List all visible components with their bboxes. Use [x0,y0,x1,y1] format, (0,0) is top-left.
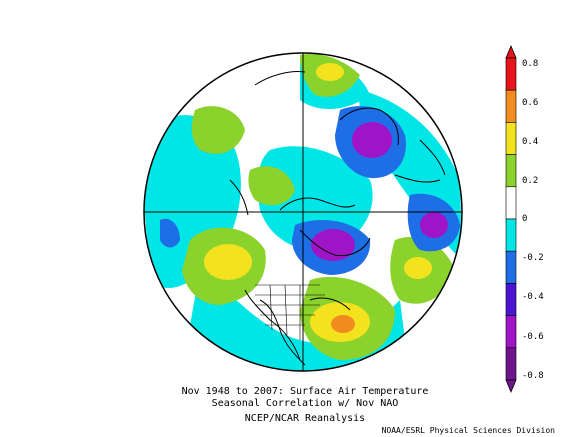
colorbar-bottom-arrow [505,379,517,394]
orange-center-atlantic [331,315,355,333]
correlation-map [144,53,462,371]
caption-line-2: Seasonal Correlation w/ Nov NAO [211,398,399,409]
purple-center-greenland [352,122,392,158]
caption-line-1: Nov 1948 to 2007: Surface Air Temperatur… [181,386,429,397]
colorbar-segment [505,57,517,91]
colorbar-segment [505,186,517,220]
purple-center-canada [311,229,355,261]
caption-line-3: NCEP/NCAR Reanalysis [244,413,366,424]
colorbar-tick-label: -0.8 [522,371,544,381]
colorbar: 0.8 0.6 0.4 0.2 0 -0.2 -0.4 -0.6 -0.8 [505,44,544,394]
colorbar-segment [505,154,517,188]
green-region-nw [191,106,245,154]
yellow-center-east [404,257,432,279]
credit-text: NOAA/ESRL Physical Sciences Division [381,426,555,435]
green-region-mid [248,166,295,206]
colorbar-segment [505,283,517,316]
purple-center-east [420,212,448,238]
yellow-center-north [316,63,344,81]
yellow-center-pacific [204,244,252,280]
colorbar-tick-label: 0.8 [522,59,538,69]
colorbar-segment [505,315,517,349]
colorbar-tick-label: 0 [522,214,527,224]
colorbar-segment [505,122,517,155]
colorbar-segment [505,250,517,284]
colorbar-tick-label: 0.4 [522,137,538,147]
colorbar-segment [505,89,517,123]
colorbar-tick-label: 0.6 [522,98,538,108]
state-lines [255,284,325,340]
colorbar-tick-label: -0.4 [522,292,544,302]
blue-region-west [160,218,180,248]
colorbar-segment [505,347,517,381]
colorbar-top-arrow [505,44,517,59]
coastlines [229,71,446,366]
colorbar-segment [505,218,517,252]
colorbar-tick-label: -0.6 [522,332,544,342]
colorbar-tick-label: -0.2 [522,253,544,263]
colorbar-tick-label: 0.2 [522,176,538,186]
